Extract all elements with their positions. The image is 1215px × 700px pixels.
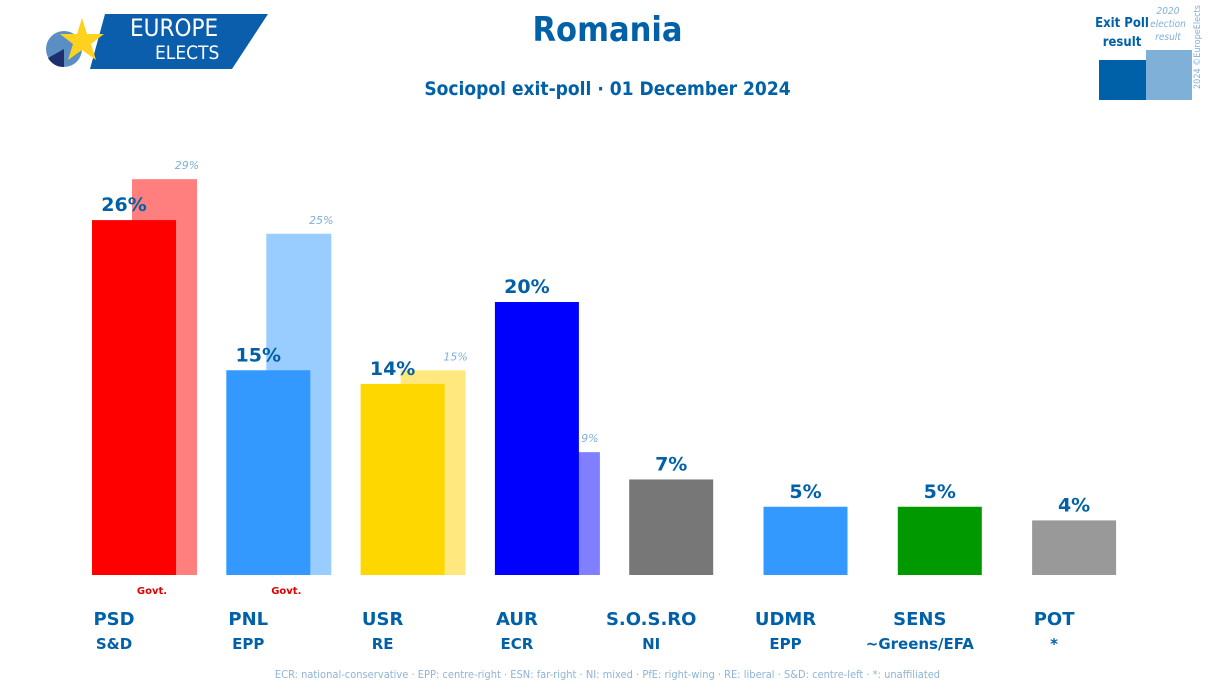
chart-title: Romania: [532, 10, 683, 50]
category-label-SENS: SENS: [893, 609, 946, 630]
group-label-POT: *: [1050, 635, 1058, 653]
group-label-UDMR: EPP: [769, 635, 801, 653]
bar-chart: 29% 26% Govt. PSD S&D 25% 15% Govt. PNL EPP 15% 14%…: [92, 159, 1117, 653]
label-previous-AUR: 9%: [581, 432, 598, 445]
bar-PSD: [92, 220, 176, 575]
label-value-PNL: 15%: [236, 344, 281, 366]
govt-label-PSD: Govt.: [137, 586, 167, 597]
category-label-AUR: AUR: [496, 609, 538, 630]
bar-UDMR: [763, 506, 848, 575]
govt-label-PNL: Govt.: [271, 586, 301, 597]
bar-PNL: [226, 370, 311, 575]
label-value-POT: 4%: [1058, 494, 1090, 516]
bar-SENS: [897, 506, 982, 575]
legend-previous-swatch: [1146, 50, 1192, 100]
group-label-USR: RE: [372, 635, 394, 653]
category-label-PSD: PSD: [93, 609, 134, 630]
bar-USR: [360, 383, 445, 575]
category-label-POT: POT: [1034, 609, 1075, 630]
label-value-PSD: 26%: [101, 194, 146, 216]
label-previous-PSD: 29%: [175, 159, 199, 172]
category-label-PNL: PNL: [228, 609, 268, 630]
category-label-S.O.S.RO: S.O.S.RO: [606, 609, 697, 630]
group-label-AUR: ECR: [500, 635, 533, 653]
label-previous-PNL: 25%: [309, 214, 333, 227]
category-label-UDMR: UDMR: [755, 609, 816, 630]
logo: EUROPE ELECTS: [20, 12, 270, 70]
category-label-USR: USR: [362, 609, 404, 630]
logo-text-elects: ELECTS: [155, 42, 220, 64]
legend-previous-label: 2020 election result: [1150, 6, 1186, 43]
label-value-AUR: 20%: [504, 276, 549, 298]
footer-note: ECR: national-conservative · EPP: centre…: [274, 668, 941, 681]
bar-S.O.S.RO: [629, 479, 714, 575]
bar-AUR: [494, 302, 579, 575]
label-value-UDMR: 5%: [789, 481, 821, 503]
legend: Exit Poll result 2020 election result 20…: [1092, 0, 1212, 105]
label-previous-USR: 15%: [443, 350, 467, 363]
legend-current-label: Exit Poll result: [1095, 16, 1149, 50]
group-label-PSD: S&D: [96, 635, 132, 653]
bar-POT: [1032, 520, 1117, 575]
logo-graphic: [46, 14, 268, 69]
group-label-SENS: ~Greens/EFA: [866, 635, 974, 653]
legend-current-swatch: [1099, 60, 1147, 100]
label-value-USR: 14%: [370, 358, 415, 380]
logo-text-europe: EUROPE: [130, 14, 219, 42]
group-label-S.O.S.RO: NI: [642, 635, 660, 653]
chart-subtitle: Sociopol exit-poll · 01 December 2024: [424, 78, 791, 100]
label-value-S.O.S.RO: 7%: [655, 453, 687, 475]
label-value-SENS: 5%: [924, 481, 956, 503]
group-label-PNL: EPP: [232, 635, 264, 653]
